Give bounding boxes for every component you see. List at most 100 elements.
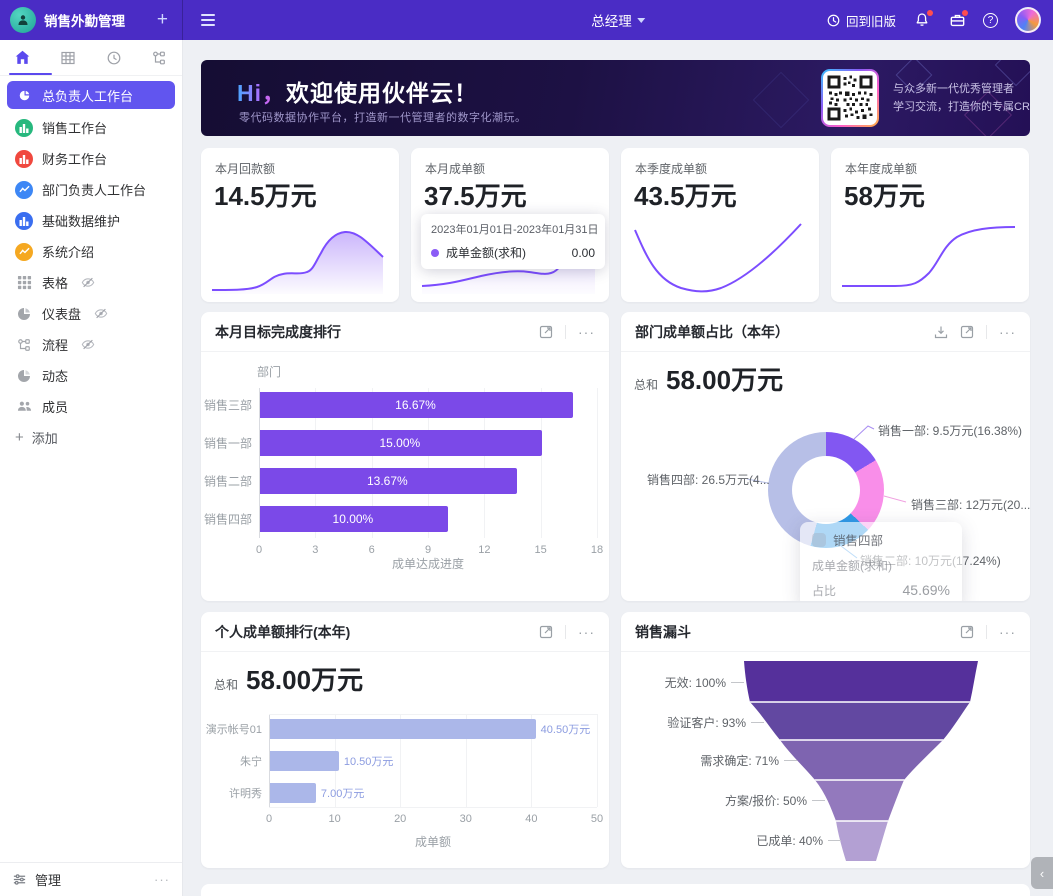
tab-workflow[interactable] bbox=[137, 50, 183, 66]
funnel-stage-验证客户: 93%[interactable] bbox=[721, 702, 1001, 740]
tab-tables[interactable] bbox=[46, 50, 92, 66]
category-label: 销售四部 bbox=[203, 512, 252, 527]
app-logo-icon[interactable] bbox=[10, 7, 36, 33]
stat-card-本月成单额[interactable]: 本月成单额 37.5万元 2023年01月01日-2023年01月31日 成单金额(求… bbox=[411, 148, 609, 302]
bar-许明秀[interactable] bbox=[270, 783, 316, 803]
panel-title: 部门成单额占比（本年） bbox=[635, 323, 789, 340]
stat-card-label: 本年度成单额 bbox=[845, 162, 918, 176]
funnel-stage-无效: 100%[interactable] bbox=[721, 661, 1001, 702]
banner-subtitle: 零代码数据协作平台，打造新一代管理者的数字化潮玩。 bbox=[239, 112, 527, 124]
x-tick-label: 30 bbox=[459, 813, 472, 825]
back-to-old-version-button[interactable]: 回到旧版 bbox=[826, 11, 896, 30]
category-label: 演示帐号01 bbox=[205, 724, 262, 736]
main-content: Hi，欢迎使用伙伴云！ 零代码数据协作平台，打造新一代管理者的数字化潮玩。 bbox=[183, 40, 1053, 896]
bar-朱宁[interactable] bbox=[270, 751, 339, 771]
gridline bbox=[371, 388, 373, 538]
more-menu-button[interactable]: ··· bbox=[999, 323, 1016, 340]
download-icon[interactable] bbox=[934, 325, 948, 339]
tooltip-series-row: 成单金额(求和) 0.00 bbox=[431, 244, 595, 261]
funnel-svg[interactable] bbox=[621, 612, 1030, 868]
more-menu-button[interactable]: ··· bbox=[578, 623, 595, 640]
panel-sales-funnel: 销售漏斗 ··· 无效: 100% 验证客户: 93% 需求确定: 71% 方案/报价… bbox=[621, 612, 1030, 868]
leader-dash bbox=[751, 722, 764, 723]
bar-销售二部[interactable] bbox=[260, 468, 517, 494]
stat-card-本季度成单额[interactable]: 本季度成单额 43.5万元 bbox=[621, 148, 819, 302]
category-label: 销售一部 bbox=[203, 436, 252, 451]
sidebar-item-财务工作台[interactable]: 财务工作台 bbox=[0, 143, 182, 174]
bar-销售四部[interactable] bbox=[260, 506, 448, 532]
sparkline-chart bbox=[839, 216, 1021, 296]
stat-card-本年度成单额[interactable]: 本年度成单额 58万元 bbox=[831, 148, 1029, 302]
open-in-new-icon[interactable] bbox=[539, 325, 553, 339]
funnel-label-需求确定: 71%: 需求确定: 71% bbox=[700, 752, 797, 769]
open-in-new-icon[interactable] bbox=[960, 325, 974, 339]
sidebar-item-销售工作台[interactable]: 销售工作台 bbox=[0, 112, 182, 143]
sidebar-item-成员[interactable]: 成员 bbox=[0, 391, 182, 422]
sidebar-item-仪表盘[interactable]: 仪表盘 bbox=[0, 298, 182, 329]
sidebar-manage[interactable]: 管理 ··· bbox=[0, 862, 182, 896]
panel-dept-share: 部门成单额占比（本年） ··· 总和 58.00万元 销售一部: 9.5万元(1… bbox=[621, 312, 1030, 601]
briefcase-icon bbox=[950, 14, 964, 26]
sidebar-item-部门负责人工作台[interactable]: 部门负责人工作台 bbox=[0, 174, 182, 205]
bar-演示帐号01[interactable] bbox=[270, 719, 536, 739]
y-axis-line bbox=[269, 714, 270, 807]
sidebar-tabs bbox=[0, 40, 182, 76]
line-icon bbox=[15, 180, 33, 199]
sidebar-item-label: 总负责人工作台 bbox=[42, 88, 134, 104]
more-menu-button[interactable]: ··· bbox=[578, 323, 595, 340]
banner-title: Hi，欢迎使用伙伴云！ bbox=[237, 80, 478, 106]
sidebar-item-表格[interactable]: 表格 bbox=[0, 267, 182, 298]
sidebar-item-流程[interactable]: 流程 bbox=[0, 329, 182, 360]
panel-title: 个人成单额排行(本年) bbox=[215, 623, 351, 640]
role-selector[interactable]: 总经理 bbox=[591, 10, 645, 30]
menu-toggle-icon[interactable] bbox=[201, 14, 215, 26]
bar-销售三部[interactable] bbox=[260, 392, 574, 418]
x-tick-label: 0 bbox=[265, 813, 273, 825]
stat-card-label: 本月回款额 bbox=[215, 162, 276, 176]
funnel-label-验证客户: 93%: 验证客户: 93% bbox=[667, 714, 764, 731]
tab-home[interactable] bbox=[0, 49, 46, 66]
user-avatar[interactable] bbox=[1015, 7, 1041, 33]
sidebar-item-系统介绍[interactable]: 系统介绍 bbox=[0, 236, 182, 267]
role-label: 总经理 bbox=[591, 14, 632, 29]
gridline bbox=[597, 388, 598, 538]
sidebar-item-label: 系统介绍 bbox=[42, 245, 95, 260]
topbar: 销售外勤管理 + 总经理 回到旧版 bbox=[0, 0, 1053, 40]
active-tab-indicator bbox=[9, 73, 52, 75]
tab-history[interactable] bbox=[91, 50, 137, 66]
sidebar-more-button[interactable]: ··· bbox=[154, 872, 170, 887]
add-workspace-button[interactable]: + bbox=[156, 9, 168, 30]
stat-card-本月回款额[interactable]: 本月回款额 14.5万元 bbox=[201, 148, 399, 302]
bar-销售一部[interactable] bbox=[260, 430, 542, 456]
leader-dash bbox=[828, 840, 841, 841]
sidebar-item-总负责人工作台[interactable]: 总负责人工作台 bbox=[7, 81, 175, 109]
x-tick-label: 10 bbox=[328, 813, 341, 825]
sidebar-item-基础数据维护[interactable]: 基础数据维护 bbox=[0, 205, 182, 236]
manage-label: 管理 bbox=[35, 873, 62, 888]
bar-value-label: 15.00% bbox=[379, 436, 421, 450]
sidebar-item-label: 仪表盘 bbox=[42, 307, 82, 322]
sidebar-item-动态[interactable]: 动态 bbox=[0, 360, 182, 391]
sidebar-item-label: 部门负责人工作台 bbox=[42, 183, 147, 198]
welcome-banner[interactable]: Hi，欢迎使用伙伴云！ 零代码数据协作平台，打造新一代管理者的数字化潮玩。 bbox=[201, 60, 1030, 136]
open-in-new-icon[interactable] bbox=[539, 625, 553, 639]
app-title: 销售外勤管理 bbox=[44, 14, 125, 29]
open-in-new-icon[interactable] bbox=[960, 625, 974, 639]
x-tick-label: 3 bbox=[312, 544, 319, 556]
history-icon bbox=[827, 14, 840, 26]
x-tick-label: 18 bbox=[590, 544, 604, 556]
stat-card-value: 37.5万元 bbox=[424, 181, 527, 211]
donut-callout-销售四部: 销售四部: 26.5万元(4... bbox=[647, 473, 770, 487]
category-label: 许明秀 bbox=[229, 788, 262, 800]
sidebar-add-button[interactable]: + 添加 bbox=[15, 429, 58, 446]
chevron-down-icon bbox=[636, 17, 645, 23]
workbench-button[interactable] bbox=[948, 10, 968, 29]
collapse-sidebar-button[interactable]: ‹ bbox=[1031, 857, 1053, 889]
notifications-button[interactable] bbox=[913, 10, 933, 29]
gridline bbox=[400, 714, 402, 807]
panel-header: 部门成单额占比（本年） ··· bbox=[621, 312, 1030, 352]
help-button[interactable]: ? bbox=[983, 12, 998, 28]
more-menu-button[interactable]: ··· bbox=[999, 623, 1016, 640]
donut-tooltip: 销售四部 成单金额(求和) 占比 45.69% bbox=[800, 522, 962, 601]
